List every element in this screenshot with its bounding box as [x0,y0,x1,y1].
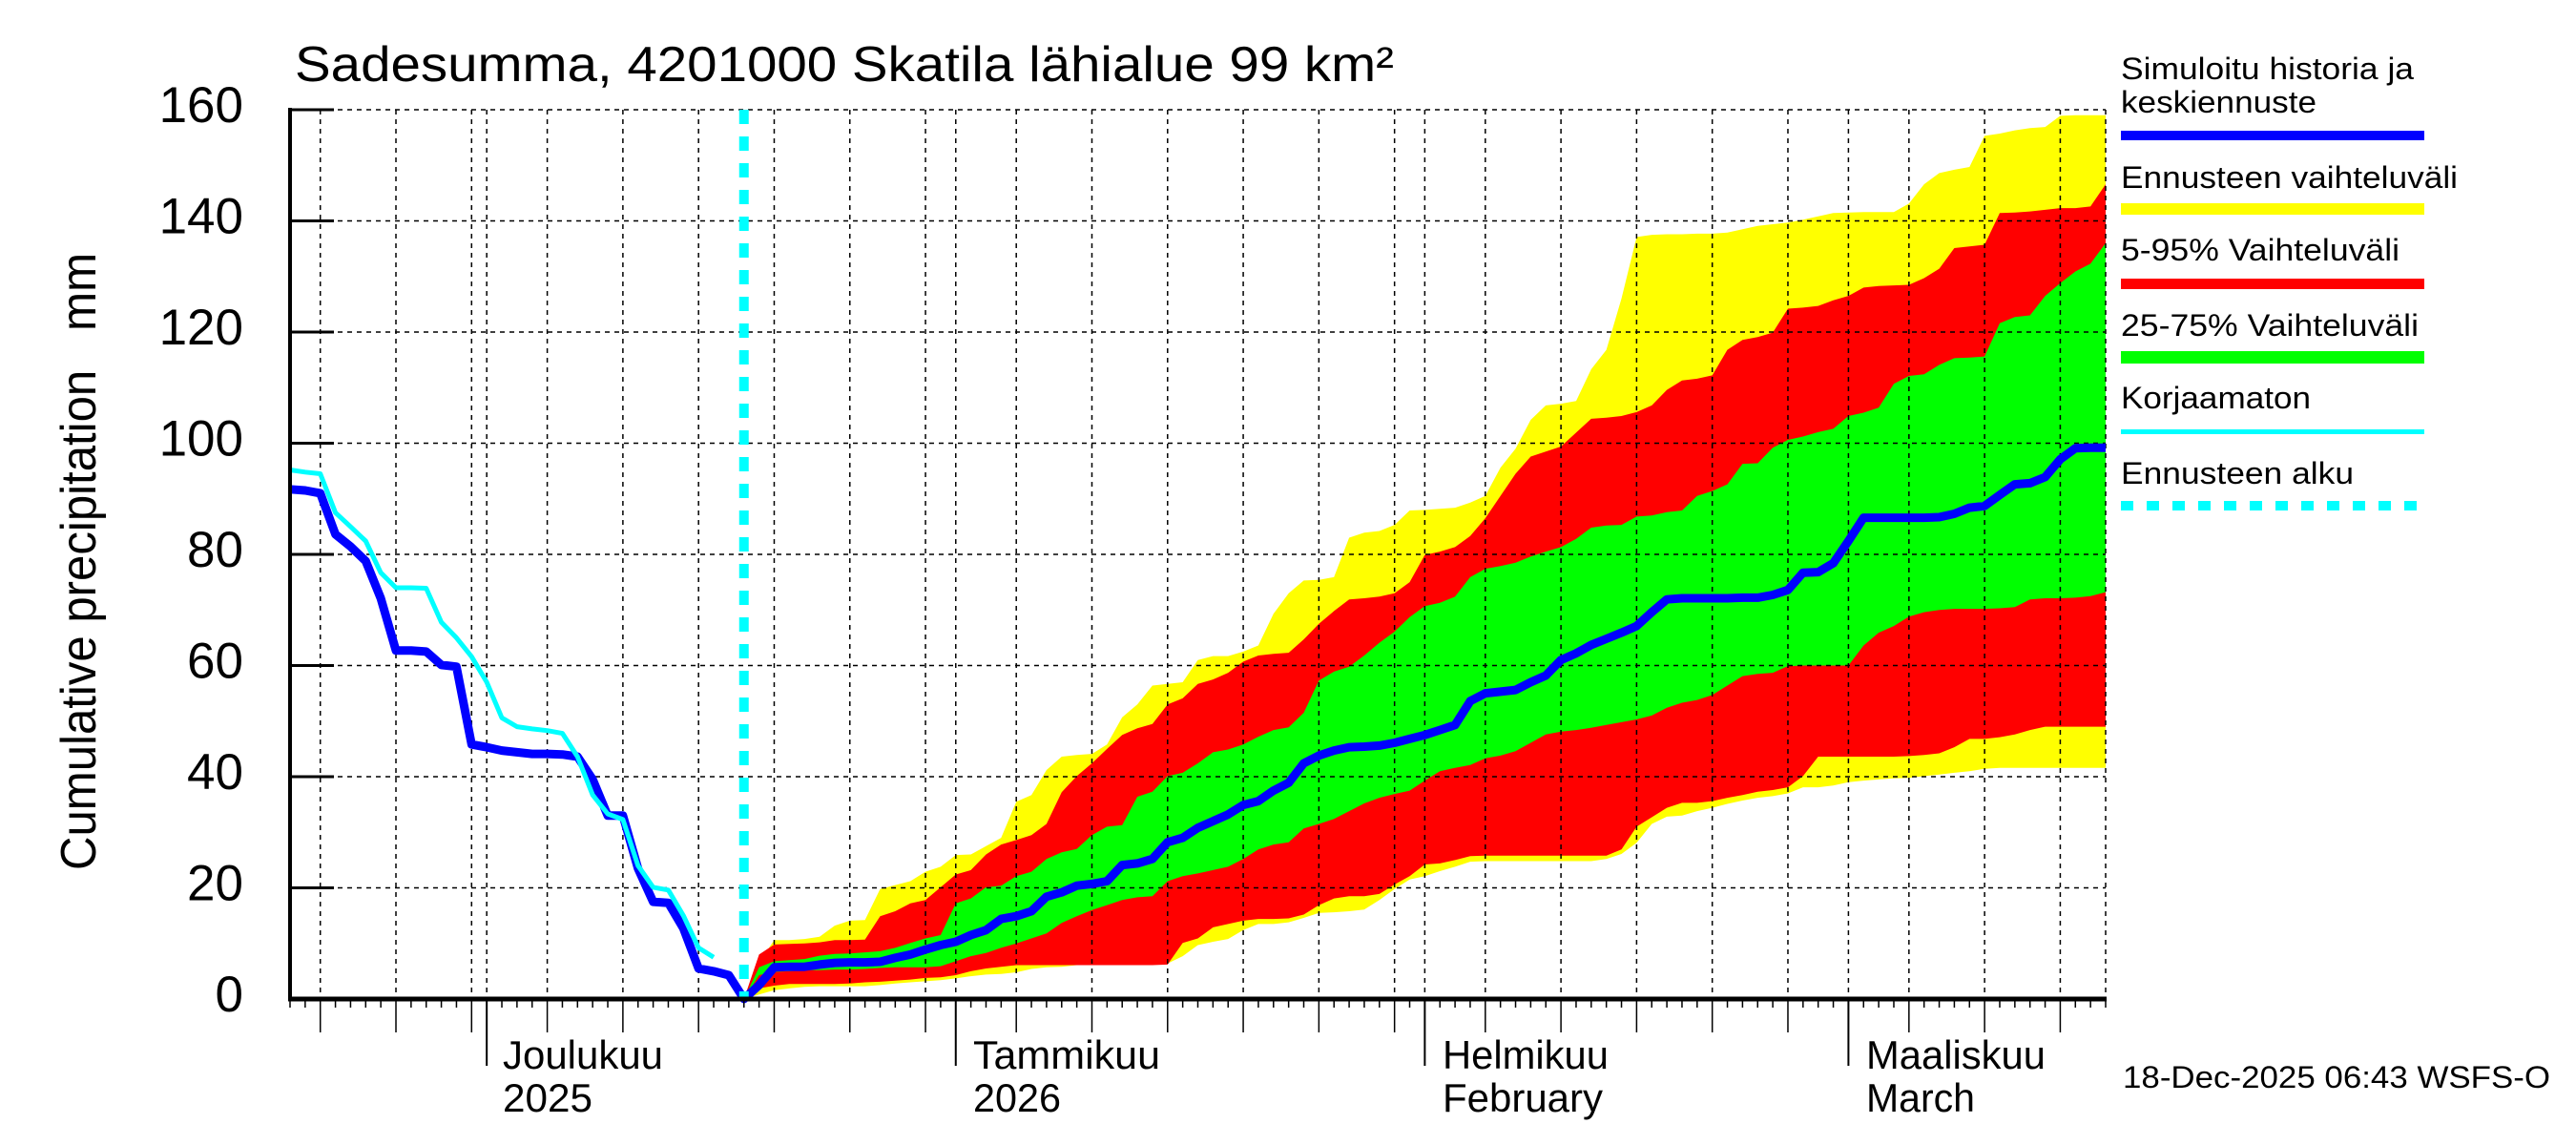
chart-title: Sadesumma, 4201000 Skatila lähialue 99 k… [295,37,1394,93]
legend-label-range-25-75: 25-75% Vaihteluväli [2121,308,2419,343]
month-label-january: Tammikuu [973,1032,1160,1077]
legend-swatch-simulated [2121,131,2424,140]
month-label-february-en: February [1443,1075,1603,1120]
y-tick-label: 120 [159,300,243,356]
legend: Simuloitu historia ja keskiennuste Ennus… [2121,52,2458,510]
forecast-bands [743,114,2106,1000]
y-tick-label: 80 [187,522,243,578]
line-simulated-and-median-forecast [289,443,2106,1004]
month-label-february-fi: Helmikuu [1443,1032,1609,1077]
legend-swatch-forecast-range [2121,203,2424,215]
y-tick-label: 140 [159,189,243,245]
y-tick-label: 20 [187,856,243,912]
y-tick-label: 160 [159,77,243,134]
legend-swatch-uncorrected [2121,429,2424,434]
legend-label-forecast-range: Ennusteen vaihteluväli [2121,160,2458,195]
legend-swatch-range-5-95 [2121,279,2424,289]
timestamp: 18-Dec-2025 06:43 WSFS-O [2123,1060,2550,1094]
axes [288,108,2107,1066]
year-label-2026: 2026 [973,1075,1061,1120]
month-label-march-en: March [1866,1075,1975,1120]
legend-swatch-range-25-75 [2121,351,2424,364]
year-label-2025: 2025 [503,1075,592,1120]
band-25-75-percent [743,242,2106,1000]
y-tick-labels: 0 20 40 60 80 100 120 140 160 [159,77,243,1023]
legend-label-uncorrected: Korjaamaton [2121,381,2311,415]
y-tick-label: 0 [216,967,243,1023]
band-5-95-percent [743,184,2106,1000]
legend-label-simulated-line2: keskiennuste [2121,85,2316,119]
legend-label-forecast-start: Ennusteen alku [2121,456,2354,490]
legend-label-range-5-95: 5-95% Vaihteluväli [2121,233,2399,267]
series-lines [289,110,2106,1004]
month-label-march-fi: Maaliskuu [1866,1032,2046,1077]
line-uncorrected [289,468,716,960]
y-tick-label: 40 [187,744,243,801]
y-tick-label: 100 [159,411,243,468]
month-label-december: Joulukuu [503,1032,663,1077]
grid-lines [290,109,2107,999]
x-month-labels: Joulukuu 2025 Tammikuu 2026 Helmikuu Feb… [503,1032,2046,1120]
y-axis-label: Cumulative precipitation mm [52,253,107,870]
y-tick-label: 60 [187,634,243,690]
legend-label-simulated-line1: Simuloitu historia ja [2121,52,2414,86]
